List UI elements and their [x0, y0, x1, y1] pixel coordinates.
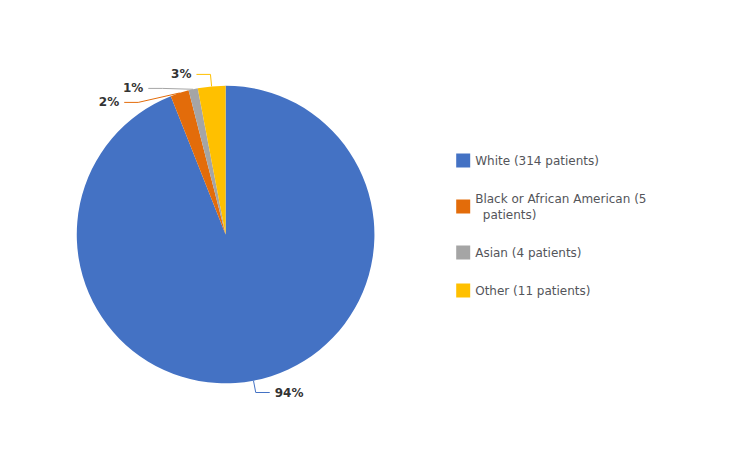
- svg-text:Black or African American (5: Black or African American (5: [475, 192, 646, 206]
- svg-text:1%: 1%: [123, 81, 143, 95]
- svg-text:2%: 2%: [99, 95, 119, 109]
- svg-text:Asian (4 patients): Asian (4 patients): [475, 246, 581, 260]
- svg-text:3%: 3%: [171, 67, 191, 81]
- svg-text:94%: 94%: [275, 386, 304, 400]
- svg-text:White (314 patients): White (314 patients): [475, 154, 599, 168]
- svg-text:Other (11 patients): Other (11 patients): [475, 284, 590, 298]
- svg-text:patients): patients): [475, 208, 536, 222]
